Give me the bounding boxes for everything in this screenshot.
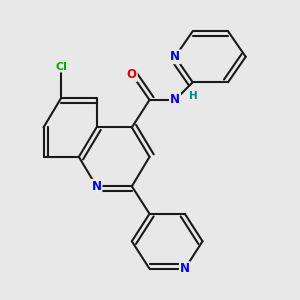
Text: N: N (92, 180, 101, 193)
Text: N: N (180, 262, 190, 275)
Text: Cl: Cl (55, 61, 67, 72)
Text: N: N (170, 93, 180, 106)
Text: H: H (189, 91, 197, 101)
Text: O: O (127, 68, 137, 81)
Text: N: N (170, 93, 180, 106)
Text: N: N (170, 50, 180, 63)
